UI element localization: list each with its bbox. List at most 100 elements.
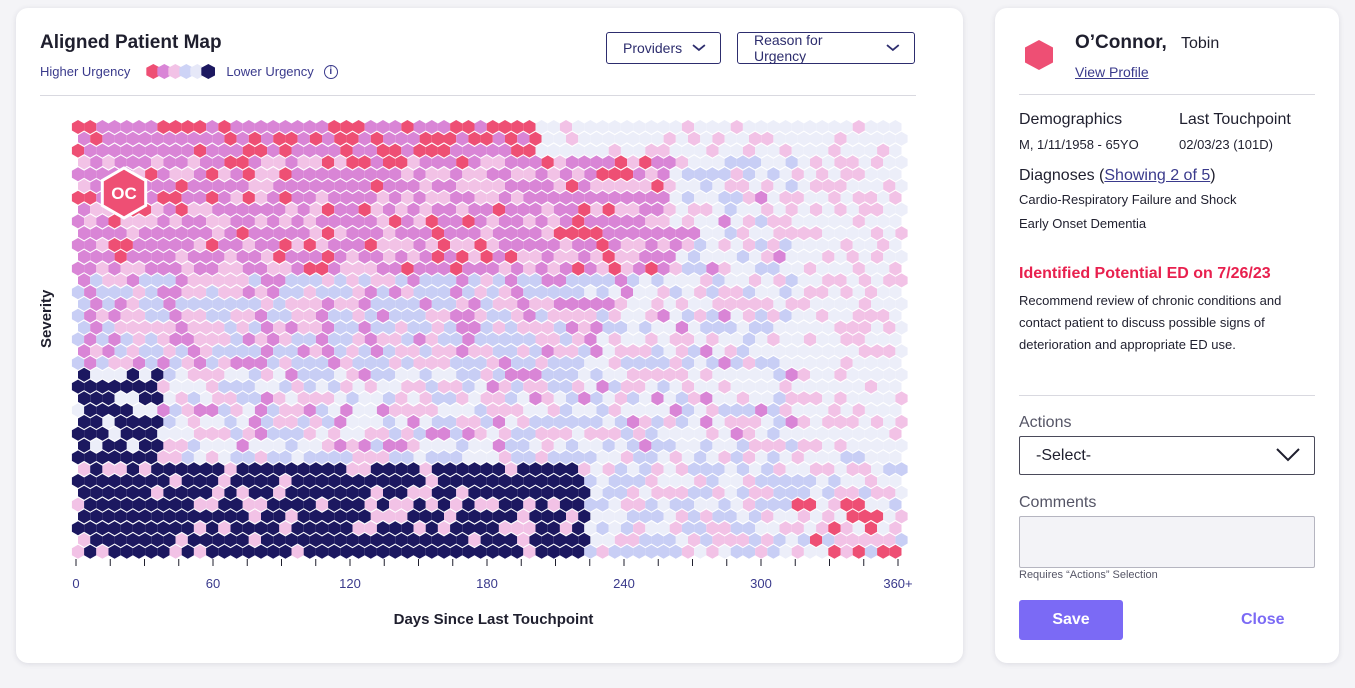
hex-cell[interactable] <box>651 202 664 217</box>
hex-cell[interactable] <box>749 273 762 288</box>
hex-cell[interactable] <box>389 308 402 323</box>
hex-cell[interactable] <box>193 308 207 323</box>
hex-cell[interactable] <box>364 450 377 465</box>
hex-cell[interactable] <box>444 131 457 146</box>
hex-cell[interactable] <box>511 379 524 394</box>
hex-cell[interactable] <box>242 474 255 488</box>
hex-cell[interactable] <box>706 190 719 205</box>
hex-cell[interactable] <box>505 320 518 335</box>
hex-cell[interactable] <box>614 273 627 288</box>
hex-cell[interactable] <box>151 131 164 146</box>
hex-cell[interactable] <box>828 426 841 441</box>
hex-cell[interactable] <box>376 497 390 512</box>
hex-cell[interactable] <box>883 226 896 241</box>
hex-cell[interactable] <box>431 367 444 382</box>
hex-cell[interactable] <box>596 474 609 488</box>
hex-cell[interactable] <box>675 131 688 146</box>
hex-cell[interactable] <box>681 190 695 205</box>
hex-cell[interactable] <box>120 474 133 488</box>
hex-cell[interactable] <box>114 249 127 264</box>
hex-cell[interactable] <box>822 415 835 429</box>
hex-cell[interactable] <box>535 450 548 465</box>
hex-cell[interactable] <box>846 533 859 547</box>
hex-cell[interactable] <box>620 474 634 488</box>
hex-cell[interactable] <box>224 438 237 453</box>
hex-cell[interactable] <box>364 497 377 512</box>
hex-cell[interactable] <box>803 356 817 370</box>
hex-cell[interactable] <box>407 462 420 477</box>
hex-cell[interactable] <box>309 344 322 359</box>
hex-cell[interactable] <box>681 544 695 559</box>
hex-cell[interactable] <box>645 521 658 536</box>
hex-cell[interactable] <box>535 308 548 323</box>
hex-cell[interactable] <box>90 533 103 547</box>
hex-cell[interactable] <box>261 179 274 193</box>
hex-cell[interactable] <box>694 521 707 536</box>
hex-cell[interactable] <box>492 344 505 359</box>
hex-cell[interactable] <box>688 438 701 453</box>
hex-cell[interactable] <box>785 179 798 193</box>
hex-cell[interactable] <box>803 214 817 229</box>
hex-cell[interactable] <box>688 462 701 477</box>
hex-cell[interactable] <box>864 285 878 300</box>
hex-cell[interactable] <box>523 426 536 441</box>
hex-cell[interactable] <box>236 344 249 359</box>
hex-cell[interactable] <box>736 415 749 429</box>
hex-cell[interactable] <box>212 155 225 170</box>
hex-cell[interactable] <box>736 438 749 453</box>
hex-cell[interactable] <box>694 261 707 276</box>
hex-cell[interactable] <box>193 426 207 441</box>
hex-cell[interactable] <box>608 167 621 182</box>
hex-cell[interactable] <box>883 155 896 170</box>
hex-cell[interactable] <box>828 450 841 465</box>
hex-cell[interactable] <box>877 332 890 347</box>
hex-cell[interactable] <box>90 249 103 264</box>
hex-cell[interactable] <box>437 238 451 252</box>
hex-cell[interactable] <box>480 155 493 170</box>
hex-cell[interactable] <box>730 332 743 347</box>
hex-cell[interactable] <box>358 131 371 146</box>
hex-cell[interactable] <box>407 415 420 429</box>
hex-cell[interactable] <box>328 474 341 488</box>
hex-cell[interactable] <box>749 249 762 264</box>
hex-cell[interactable] <box>114 297 127 311</box>
hex-cell[interactable] <box>364 261 377 276</box>
hex-cell[interactable] <box>358 367 371 382</box>
hex-cell[interactable] <box>840 474 853 488</box>
hex-cell[interactable] <box>645 450 658 465</box>
hex-cell[interactable] <box>895 367 908 382</box>
hex-cell[interactable] <box>145 167 158 182</box>
hex-cell[interactable] <box>846 367 859 382</box>
hex-cell[interactable] <box>358 273 371 288</box>
hex-cell[interactable] <box>511 167 524 182</box>
hex-cell[interactable] <box>303 356 316 370</box>
hex-cell[interactable] <box>322 273 335 288</box>
hex-cell[interactable] <box>437 214 451 229</box>
hex-cell[interactable] <box>145 285 158 300</box>
hex-cell[interactable] <box>200 249 213 264</box>
hex-cell[interactable] <box>389 426 402 441</box>
hex-cell[interactable] <box>206 190 219 205</box>
hex-cell[interactable] <box>852 544 865 559</box>
hex-cell[interactable] <box>755 238 768 252</box>
hex-cell[interactable] <box>840 143 853 158</box>
hex-cell[interactable] <box>895 391 908 406</box>
hex-cell[interactable] <box>163 320 176 335</box>
hex-cell[interactable] <box>254 214 268 229</box>
hex-cell[interactable] <box>340 332 353 347</box>
hex-cell[interactable] <box>663 344 676 359</box>
hex-cell[interactable] <box>852 379 865 394</box>
hex-cell[interactable] <box>389 356 402 370</box>
hex-cell[interactable] <box>614 438 627 453</box>
hex-cell[interactable] <box>230 403 243 418</box>
hex-cell[interactable] <box>346 320 359 335</box>
hex-cell[interactable] <box>193 356 207 370</box>
hex-cell[interactable] <box>724 462 737 477</box>
hex-cell[interactable] <box>669 285 682 300</box>
hex-cell[interactable] <box>895 485 908 500</box>
hex-cell[interactable] <box>328 143 341 158</box>
hex-cell[interactable] <box>352 332 365 347</box>
hex-cell[interactable] <box>688 179 701 193</box>
hex-cell[interactable] <box>675 249 688 264</box>
hex-cell[interactable] <box>767 167 780 182</box>
